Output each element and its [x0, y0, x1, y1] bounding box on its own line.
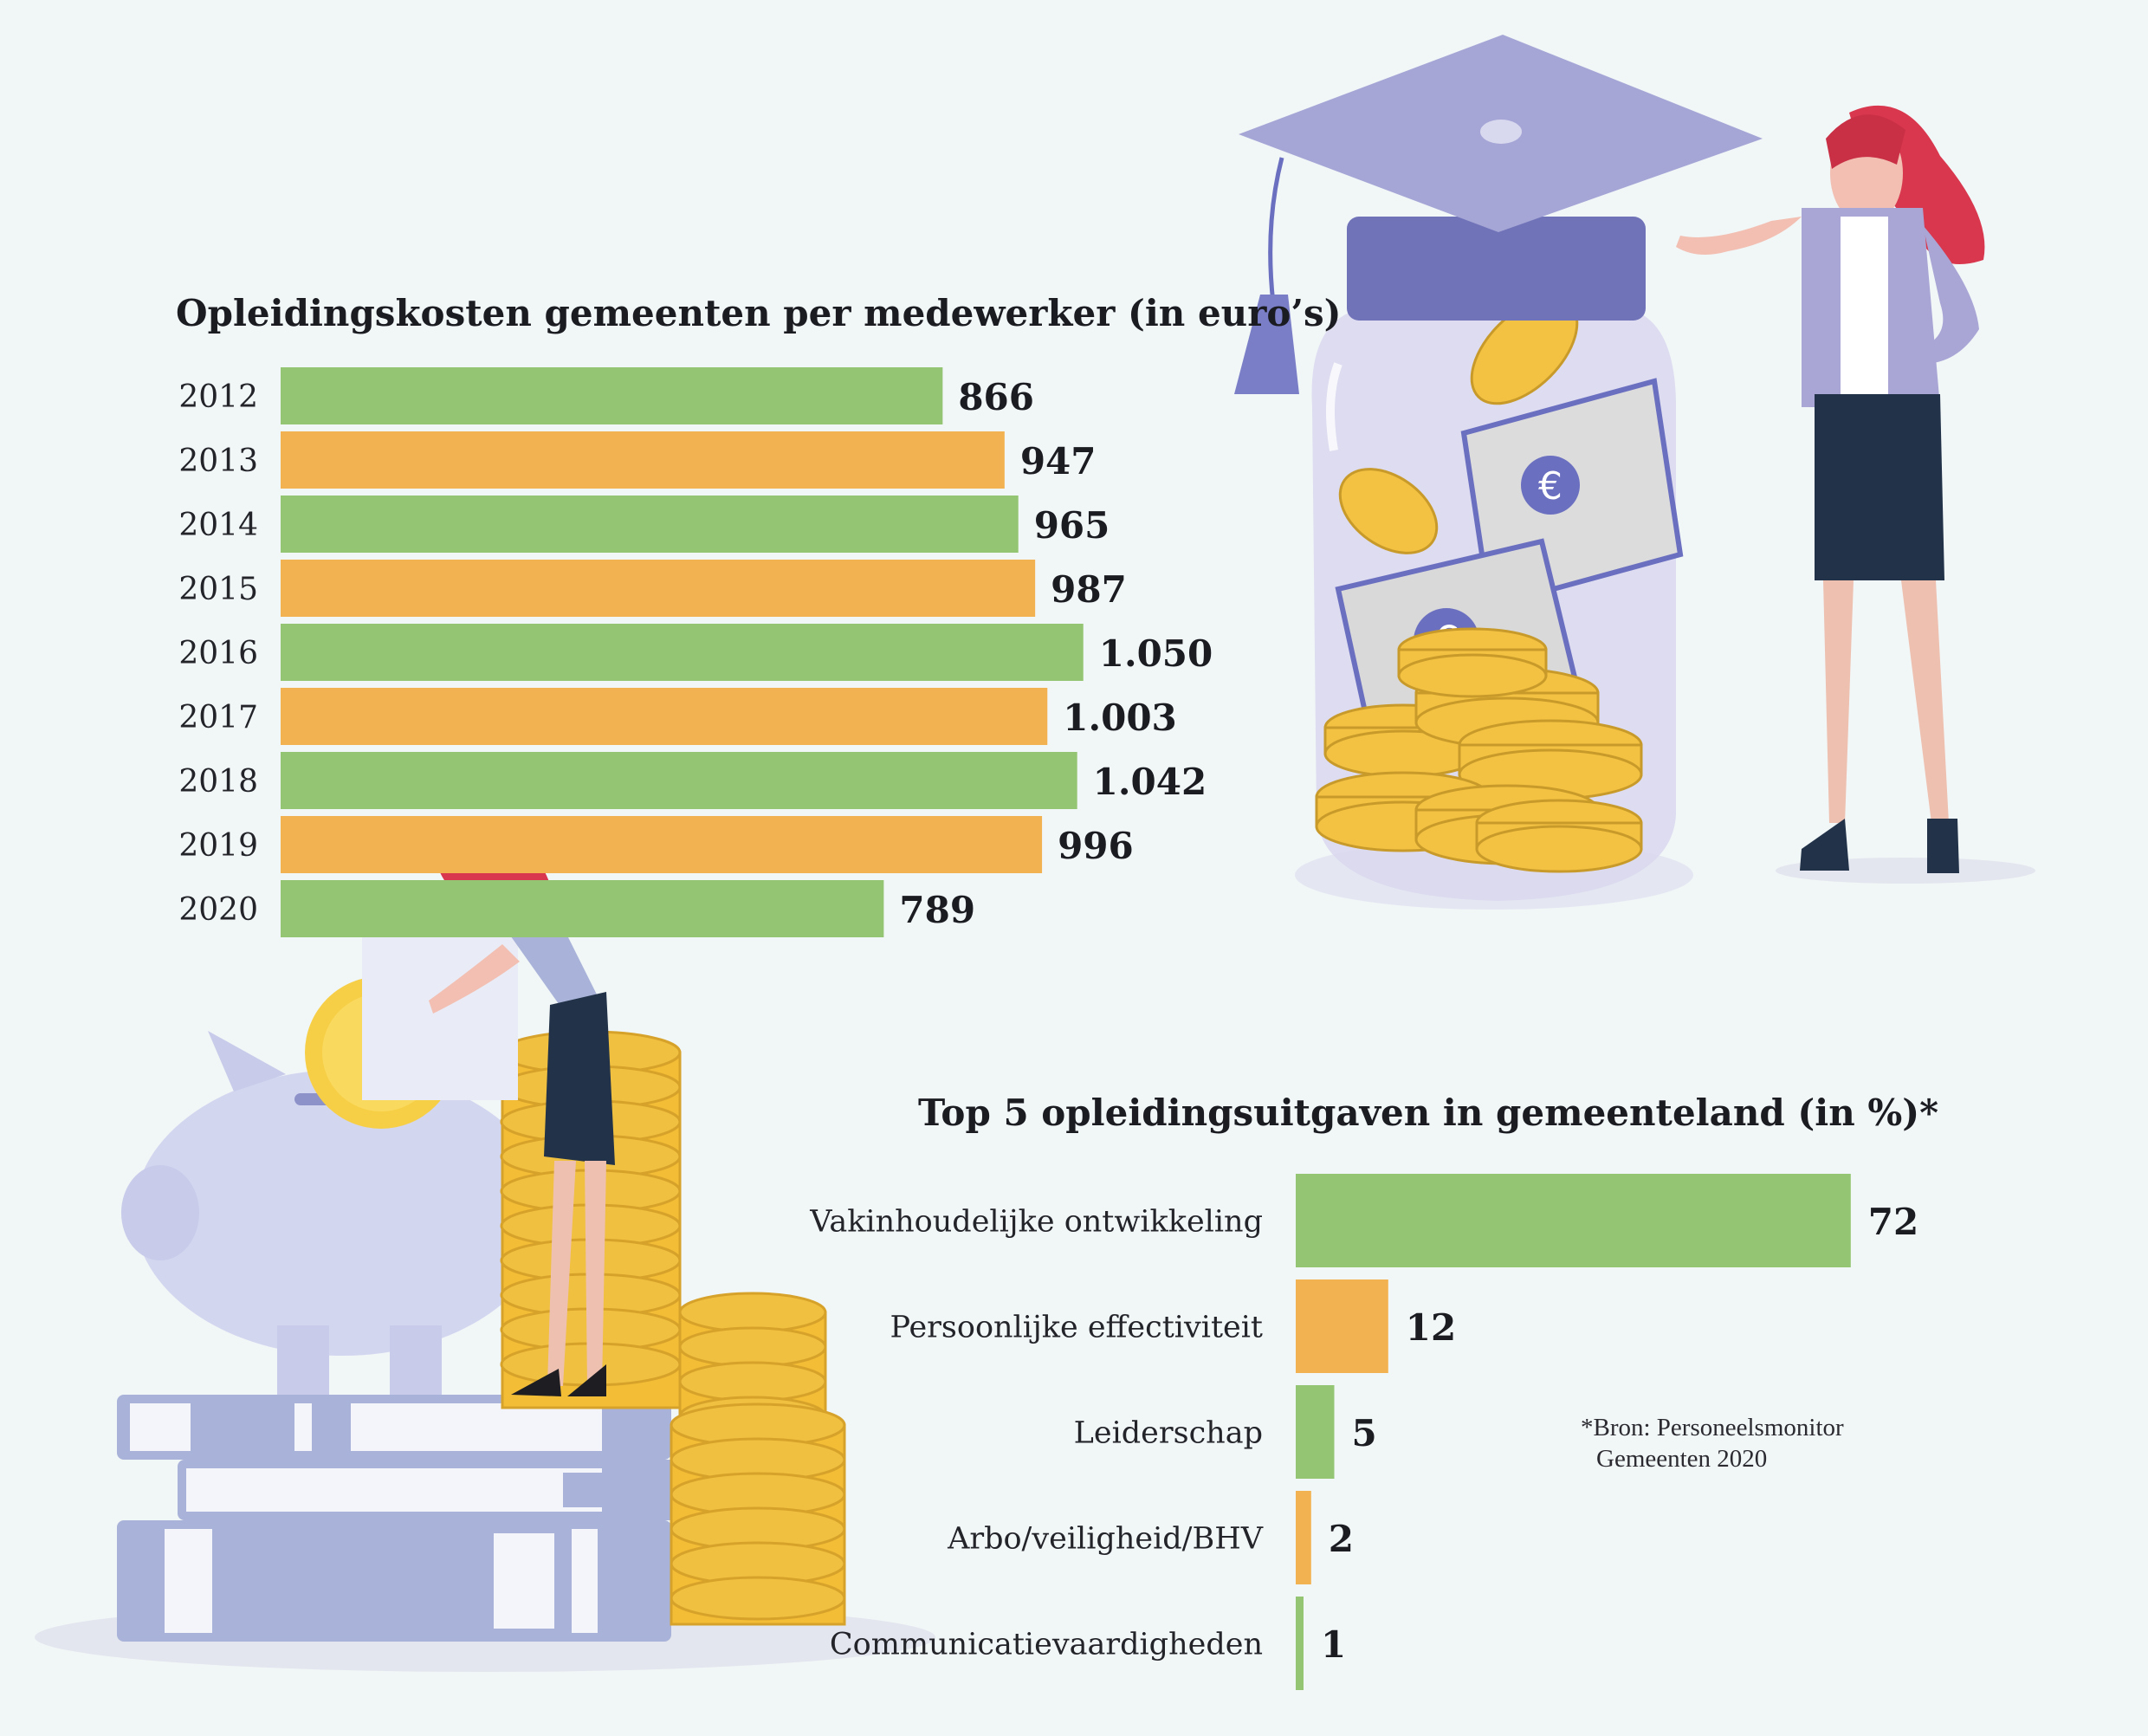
- category-label: 2017: [178, 700, 258, 735]
- category-label: Persoonlijke effectiviteit: [890, 1311, 1263, 1345]
- value-label: 1.050: [1099, 632, 1213, 675]
- value-label: 1.042: [1093, 761, 1207, 803]
- category-label: Communicatievaardigheden: [830, 1628, 1263, 1662]
- source-line-2: Gemeenten 2020: [1596, 1445, 1768, 1473]
- source-note: *Bron: Personeelsmonitor Gemeenten 2020: [1581, 1412, 1844, 1474]
- value-label: 789: [899, 889, 975, 931]
- category-label: 2014: [178, 508, 258, 543]
- bar: [281, 688, 1048, 745]
- bar: [281, 880, 884, 937]
- value-label: 12: [1406, 1306, 1456, 1349]
- category-label: Arbo/veiligheid/BHV: [947, 1522, 1264, 1557]
- category-label: 2018: [178, 764, 258, 800]
- svg-text:€: €: [1538, 464, 1562, 508]
- category-label: Vakinhoudelijke ontwikkeling: [809, 1205, 1263, 1240]
- chart1-title: Opleidingskosten gemeenten per medewerke…: [176, 292, 1342, 334]
- value-label: 5: [1352, 1412, 1377, 1454]
- category-label: 2016: [178, 636, 258, 671]
- value-label: 947: [1020, 440, 1097, 483]
- bar: [281, 367, 943, 424]
- value-label: 996: [1058, 825, 1134, 867]
- bar: [281, 431, 1005, 489]
- bar: [1296, 1385, 1335, 1479]
- value-label: 965: [1034, 504, 1110, 547]
- value-label: 2: [1329, 1518, 1354, 1560]
- bar: [1296, 1279, 1388, 1373]
- bar: [1296, 1174, 1851, 1267]
- category-label: Leiderschap: [1074, 1416, 1263, 1451]
- category-label: 2019: [178, 828, 258, 864]
- category-label: 2013: [178, 444, 258, 479]
- value-label: 1.003: [1063, 696, 1177, 739]
- category-label: 2015: [178, 572, 258, 607]
- value-label: 866: [958, 376, 1034, 418]
- bar: [1296, 1597, 1304, 1690]
- bar: [1296, 1491, 1311, 1584]
- chart2-title: Top 5 opleidingsuitgaven in gemeenteland…: [918, 1091, 1939, 1134]
- bar: [281, 624, 1084, 681]
- bar: [281, 752, 1077, 809]
- graduation-jar-illustration: € €: [1234, 35, 1763, 910]
- bar: [281, 560, 1036, 617]
- books-stack-illustration: [35, 1395, 935, 1672]
- bar: [281, 496, 1019, 553]
- value-label: 1: [1321, 1623, 1346, 1666]
- source-line-1: *Bron: Personeelsmonitor: [1581, 1414, 1844, 1441]
- value-label: 72: [1868, 1201, 1918, 1243]
- category-label: 2020: [178, 892, 258, 928]
- woman-presenting-illustration: [1676, 105, 2035, 884]
- value-label: 987: [1051, 568, 1127, 611]
- category-label: 2012: [178, 379, 258, 415]
- bar: [281, 816, 1043, 873]
